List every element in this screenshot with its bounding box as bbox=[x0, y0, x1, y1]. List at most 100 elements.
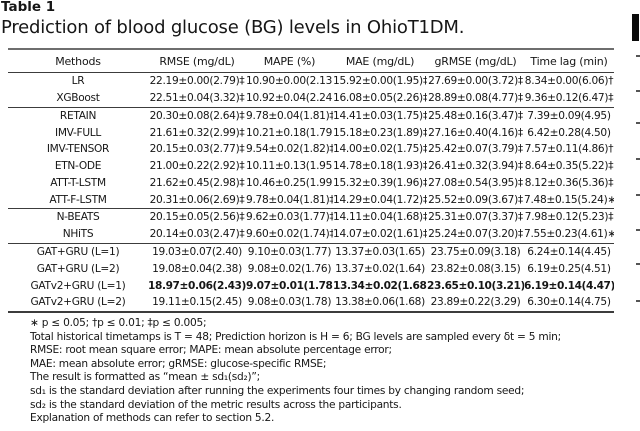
table-body: LR 22.19±0.00(2.79)‡ 10.90±0.00(2.13)‡ 15.9… bbox=[8, 73, 614, 312]
table-header: Methods RMSE (mg/dL) MAPE (%) MAE (mg/dL… bbox=[8, 49, 614, 73]
method-cell: N-BEATS bbox=[8, 208, 148, 227]
method-cell: ETN-ODE bbox=[54, 160, 102, 173]
adjacent-column-fragment bbox=[636, 300, 640, 302]
value-cell: 22.51±0.04(3.32)‡ bbox=[149, 91, 245, 104]
value-cell: 9.36±0.12(6.47)‡ bbox=[524, 91, 614, 104]
adjacent-column-fragment bbox=[636, 158, 640, 160]
table-row: GATv2+GRU (L=2) 19.11±0.15(2.45) 9.08±0.03… bbox=[8, 294, 614, 312]
method-cell: ATT-T-LSTM bbox=[50, 176, 106, 189]
value-cell: 27.16±0.40(4.16)‡ bbox=[428, 126, 523, 139]
value-cell: 15.18±0.23(1.89)‡ bbox=[333, 126, 427, 139]
value-cell: 9.54±0.02(1.82)‡ bbox=[246, 143, 333, 156]
value-cell: 9.08±0.03(1.78) bbox=[247, 296, 332, 309]
footnote-line: sd₁ is the standard deviation after runn… bbox=[30, 384, 525, 397]
value-cell: 22.19±0.00(2.79)‡ bbox=[149, 75, 245, 88]
method-cell: GATv2+GRU (L=1) bbox=[30, 279, 126, 292]
value-cell: 10.46±0.25(1.99)‡ bbox=[246, 176, 333, 189]
value-cell: 7.48±0.15(5.24)∗ bbox=[524, 193, 614, 206]
value-cell: 6.30±0.14(4.75) bbox=[527, 296, 611, 309]
value-cell: 25.42±0.07(3.79)‡ bbox=[428, 143, 523, 156]
table-row: ETN-ODE 21.00±0.22(2.92)‡ 10.11±0.13(1.95)… bbox=[8, 158, 614, 175]
value-cell: 10.90±0.00(2.13)‡ bbox=[246, 75, 333, 88]
value-cell: 8.34±0.00(6.06)† bbox=[524, 75, 614, 88]
col-header-time-lag: Time lag (min) bbox=[524, 49, 614, 73]
footnote-line: Total historical timetamps is T = 48; Pr… bbox=[30, 330, 561, 343]
value-cell: 9.78±0.04(1.81)‡ bbox=[246, 193, 333, 206]
footnote-line: sd₂ is the standard deviation of the met… bbox=[30, 398, 402, 411]
col-header-mape: MAPE (%) bbox=[246, 49, 333, 73]
value-cell: 25.31±0.07(3.37)‡ bbox=[427, 208, 524, 227]
value-cell: 25.52±0.09(3.67)‡ bbox=[428, 193, 523, 206]
adjacent-column-fragment bbox=[632, 14, 639, 41]
value-cell: 15.92±0.00(1.95)‡ bbox=[333, 75, 427, 88]
value-cell: 14.11±0.04(1.68)‡ bbox=[333, 208, 427, 227]
table-row: IMV-FULL 21.61±0.32(2.99)‡ 10.21±0.18(1.79… bbox=[8, 124, 614, 141]
col-header-rmse: RMSE (mg/dL) bbox=[148, 49, 246, 73]
value-cell: 9.62±0.03(1.77)‡ bbox=[246, 208, 333, 227]
value-cell: 20.15±0.05(2.56)‡ bbox=[148, 208, 246, 227]
value-cell: 19.11±0.15(2.45) bbox=[152, 296, 242, 309]
table-row: GATv2+GRU (L=1) 18.97±0.06(2.43) 9.07±0.01… bbox=[8, 277, 614, 294]
table-row: N-BEATS 20.15±0.05(2.56)‡ 9.62±0.03(1.77)‡… bbox=[8, 208, 614, 227]
adjacent-column-fragment bbox=[636, 229, 640, 231]
adjacent-column-fragment bbox=[636, 122, 640, 124]
value-cell: 8.12±0.36(5.36)‡ bbox=[524, 176, 614, 189]
method-cell: LR bbox=[71, 75, 85, 88]
value-cell: 14.41±0.03(1.75)‡ bbox=[333, 106, 427, 125]
value-cell: 7.55±0.23(4.61)∗ bbox=[524, 228, 614, 241]
method-cell: IMV-FULL bbox=[55, 126, 101, 139]
value-cell: 6.24±0.14(4.45) bbox=[524, 242, 614, 261]
footnote-line: RMSE: root mean square error; MAPE: mean… bbox=[30, 344, 392, 357]
results-table: Methods RMSE (mg/dL) MAPE (%) MAE (mg/dL… bbox=[8, 48, 614, 313]
method-cell: GAT+GRU (L=2) bbox=[36, 262, 120, 275]
value-cell: 25.48±0.16(3.47)‡ bbox=[427, 106, 524, 125]
value-cell: 14.00±0.02(1.75)‡ bbox=[333, 143, 427, 156]
value-cell: 9.78±0.04(1.81)‡ bbox=[246, 106, 333, 125]
method-cell: IMV-TENSOR bbox=[46, 143, 110, 156]
footnote-line: MAE: mean absolute error; gRMSE: glucose… bbox=[30, 357, 327, 370]
value-cell: 27.08±0.54(3.95)‡ bbox=[428, 176, 523, 189]
table-row: ATT-F-LSTM 20.31±0.06(2.69)‡ 9.78±0.04(1.8… bbox=[8, 191, 614, 208]
col-header-mae: MAE (mg/dL) bbox=[333, 49, 427, 73]
value-cell: 14.29±0.04(1.72)‡ bbox=[333, 193, 427, 206]
table-row: IMV-TENSOR 20.15±0.03(2.77)‡ 9.54±0.02(1.8… bbox=[8, 141, 614, 158]
table-row: XGBoost 22.51±0.04(3.32)‡ 10.92±0.04(2.24)… bbox=[8, 90, 614, 107]
header-row: Methods RMSE (mg/dL) MAPE (%) MAE (mg/dL… bbox=[8, 49, 614, 73]
value-cell: 6.42±0.28(4.50) bbox=[527, 126, 611, 139]
adjacent-column-fragment bbox=[636, 263, 640, 265]
value-cell: 19.03±0.07(2.40) bbox=[148, 242, 246, 261]
value-cell: 16.08±0.05(2.26)‡ bbox=[333, 91, 427, 104]
value-cell: 13.38±0.06(1.68) bbox=[335, 296, 425, 309]
value-cell: 20.31±0.06(2.69)‡ bbox=[149, 193, 245, 206]
value-cell: 9.08±0.02(1.76) bbox=[247, 262, 332, 275]
value-cell: 14.78±0.18(1.93)‡ bbox=[333, 160, 427, 173]
method-cell: XGBoost bbox=[56, 91, 100, 104]
value-cell: 7.57±0.11(4.86)† bbox=[524, 143, 614, 156]
footnote-line: Explanation of methods can refer to sect… bbox=[30, 412, 275, 425]
table-caption: Prediction of blood glucose (BG) levels … bbox=[1, 17, 465, 38]
value-cell: 19.08±0.04(2.38) bbox=[152, 262, 242, 275]
table-row: GAT+GRU (L=1) 19.03±0.07(2.40) 9.10±0.03(1… bbox=[8, 242, 614, 261]
value-cell: 21.62±0.45(2.98)‡ bbox=[149, 176, 245, 189]
value-cell: 15.32±0.39(1.96)‡ bbox=[333, 176, 427, 189]
value-cell: 21.61±0.32(2.99)‡ bbox=[149, 126, 245, 139]
table-row: ATT-T-LSTM 21.62±0.45(2.98)‡ 10.46±0.25(1.… bbox=[8, 175, 614, 192]
value-cell: 27.69±0.00(3.72)‡ bbox=[428, 75, 523, 88]
value-cell: 23.82±0.08(3.15) bbox=[430, 262, 521, 275]
adjacent-column-fragment bbox=[636, 194, 640, 196]
table-row: RETAIN 20.30±0.08(2.64)‡ 9.78±0.04(1.81)‡ 1… bbox=[8, 106, 614, 125]
value-cell: 7.39±0.09(4.95) bbox=[524, 106, 614, 125]
footnotes: ∗ p ≤ 0.05; †p ≤ 0.01; ‡p ≤ 0.005; Total … bbox=[30, 317, 640, 426]
table-row: NHiTS 20.14±0.03(2.47)‡ 9.60±0.02(1.74)‡ 14… bbox=[8, 226, 614, 243]
value-cell: 7.98±0.12(5.23)‡ bbox=[524, 208, 614, 227]
footnote-line: The result is formatted as “mean ± sd₁(s… bbox=[30, 371, 260, 384]
value-cell: 6.19±0.25(4.51) bbox=[527, 262, 611, 275]
value-cell: 23.65±0.10(3.21) bbox=[427, 279, 524, 292]
value-cell: 13.37±0.03(1.65) bbox=[333, 242, 427, 261]
value-cell: 10.92±0.04(2.24)‡ bbox=[246, 91, 333, 104]
value-cell: 10.21±0.18(1.79)‡ bbox=[246, 126, 333, 139]
value-cell: 9.07±0.01(1.78) bbox=[246, 279, 333, 292]
value-cell: 13.37±0.02(1.64) bbox=[335, 262, 425, 275]
value-cell: 10.11±0.13(1.95)‡ bbox=[246, 160, 333, 173]
